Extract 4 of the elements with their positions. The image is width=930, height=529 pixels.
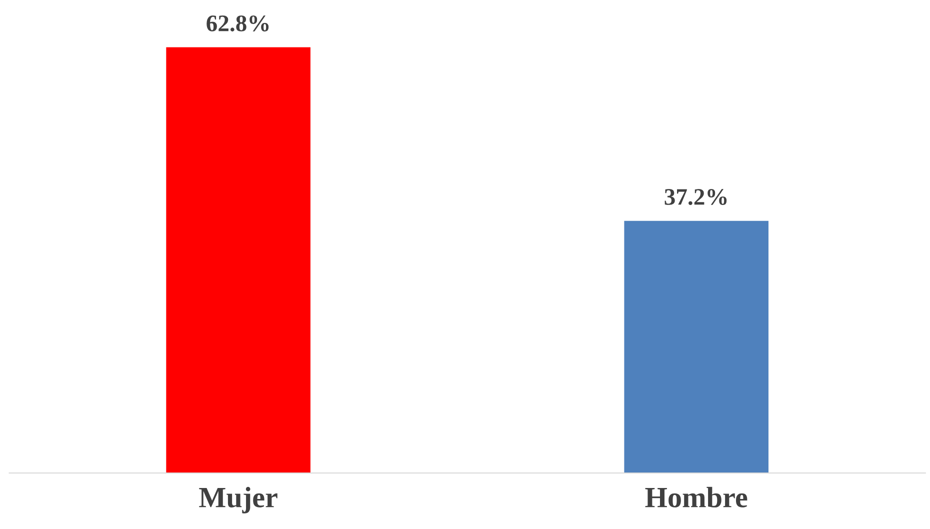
x-tick-label: Mujer: [199, 486, 278, 514]
x-tick-label: Hombre: [645, 486, 748, 508]
data-label: 62.8%: [206, 15, 269, 32]
data-label: 37.2%: [664, 188, 727, 206]
